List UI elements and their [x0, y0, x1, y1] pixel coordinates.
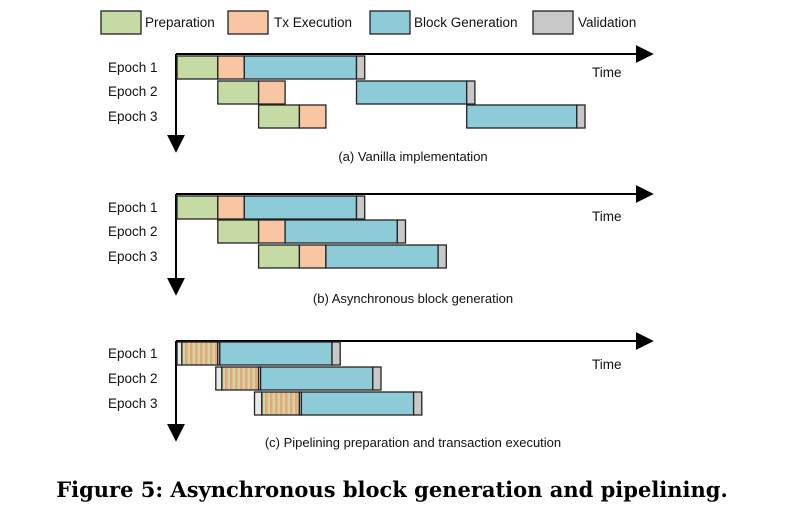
- legend-label-block-generation: Block Generation: [414, 15, 518, 30]
- block-generation-segment: [219, 341, 333, 366]
- bars-asynchronous: [176, 195, 447, 269]
- epoch-label-1: Epoch 1: [108, 200, 158, 215]
- block-generation-segment: [243, 55, 358, 80]
- epoch-label-1: Epoch 1: [108, 346, 158, 361]
- legend-item-block-generation: Block Generation: [369, 10, 518, 35]
- validation-segment: [412, 391, 423, 416]
- preparation-segment: [176, 55, 219, 80]
- bars-pipelining: [176, 341, 423, 416]
- tx-execution-segment: [257, 80, 286, 105]
- legend-label-tx-execution: Tx Execution: [274, 15, 352, 30]
- validation-segment: [396, 219, 407, 244]
- time-label: Time: [592, 65, 622, 80]
- validation-segment: [355, 55, 366, 80]
- panel-caption: (b) Asynchronous block generation: [313, 291, 513, 306]
- time-label: Time: [592, 357, 622, 372]
- legend: Preparation Tx Execution Block Generatio…: [100, 10, 636, 35]
- pipeline-boundary-segment: [176, 341, 183, 366]
- epoch-label-3: Epoch 3: [108, 109, 158, 124]
- preparation-swatch: [100, 10, 142, 35]
- pipeline-boundary-segment: [215, 366, 223, 391]
- pipelined-prep-tx-segment: [181, 341, 219, 366]
- preparation-segment: [217, 219, 260, 244]
- epoch-label-2: Epoch 2: [108, 84, 158, 99]
- validation-segment: [437, 244, 447, 269]
- epoch-label-3: Epoch 3: [108, 396, 158, 411]
- panel-caption: (a) Vanilla implementation: [338, 149, 487, 164]
- tx-execution-segment: [298, 104, 327, 129]
- pipelined-prep-tx-segment: [261, 391, 301, 416]
- block-generation-segment: [284, 219, 398, 244]
- legend-item-preparation: Preparation: [100, 10, 215, 35]
- block-generation-segment: [325, 244, 439, 269]
- block-generation-segment: [466, 104, 578, 129]
- pipelined-prep-tx-segment: [221, 366, 260, 391]
- validation-segment: [372, 366, 382, 391]
- panel-caption: (c) Pipelining preparation and transacti…: [265, 435, 561, 450]
- legend-item-tx-execution: Tx Execution: [227, 10, 352, 35]
- preparation-segment: [257, 244, 301, 269]
- preparation-segment: [176, 195, 219, 220]
- tx-execution-segment: [217, 195, 245, 220]
- block-generation-segment: [243, 195, 358, 220]
- figure-caption: Figure 5: Asynchronous block generation …: [56, 477, 728, 502]
- tx-execution-segment: [257, 219, 286, 244]
- preparation-segment: [257, 104, 301, 129]
- time-label: Time: [592, 209, 622, 224]
- epoch-label-1: Epoch 1: [108, 60, 158, 75]
- pipeline-boundary-segment: [253, 391, 263, 416]
- block-generation-segment: [300, 391, 415, 416]
- bars-vanilla: [176, 55, 586, 129]
- legend-label-preparation: Preparation: [145, 15, 215, 30]
- validation-segment: [576, 104, 586, 129]
- block-generation-swatch: [369, 10, 411, 35]
- tx-execution-swatch: [227, 10, 269, 35]
- tx-execution-segment: [217, 55, 245, 80]
- epoch-label-2: Epoch 2: [108, 371, 158, 386]
- preparation-segment: [217, 80, 260, 105]
- panel-pipelining: Time Epoch 1 Epoch 2 Epoch 3 (c) Pipelin…: [108, 332, 654, 450]
- panel-asynchronous: Time Epoch 1 Epoch 2 Epoch 3 (b) Asynchr…: [108, 185, 654, 306]
- panel-vanilla: Time Epoch 1 Epoch 2 Epoch 3 (a) Vanilla…: [108, 45, 654, 164]
- validation-segment: [331, 341, 341, 366]
- tx-execution-segment: [298, 244, 327, 269]
- block-generation-segment: [259, 366, 374, 391]
- epoch-label-2: Epoch 2: [108, 224, 158, 239]
- epoch-label-3: Epoch 3: [108, 249, 158, 264]
- validation-segment: [466, 80, 476, 105]
- legend-item-validation: Validation: [532, 10, 636, 35]
- block-generation-segment: [355, 80, 468, 105]
- validation-swatch: [532, 10, 574, 35]
- legend-label-validation: Validation: [578, 15, 636, 30]
- validation-segment: [355, 195, 366, 220]
